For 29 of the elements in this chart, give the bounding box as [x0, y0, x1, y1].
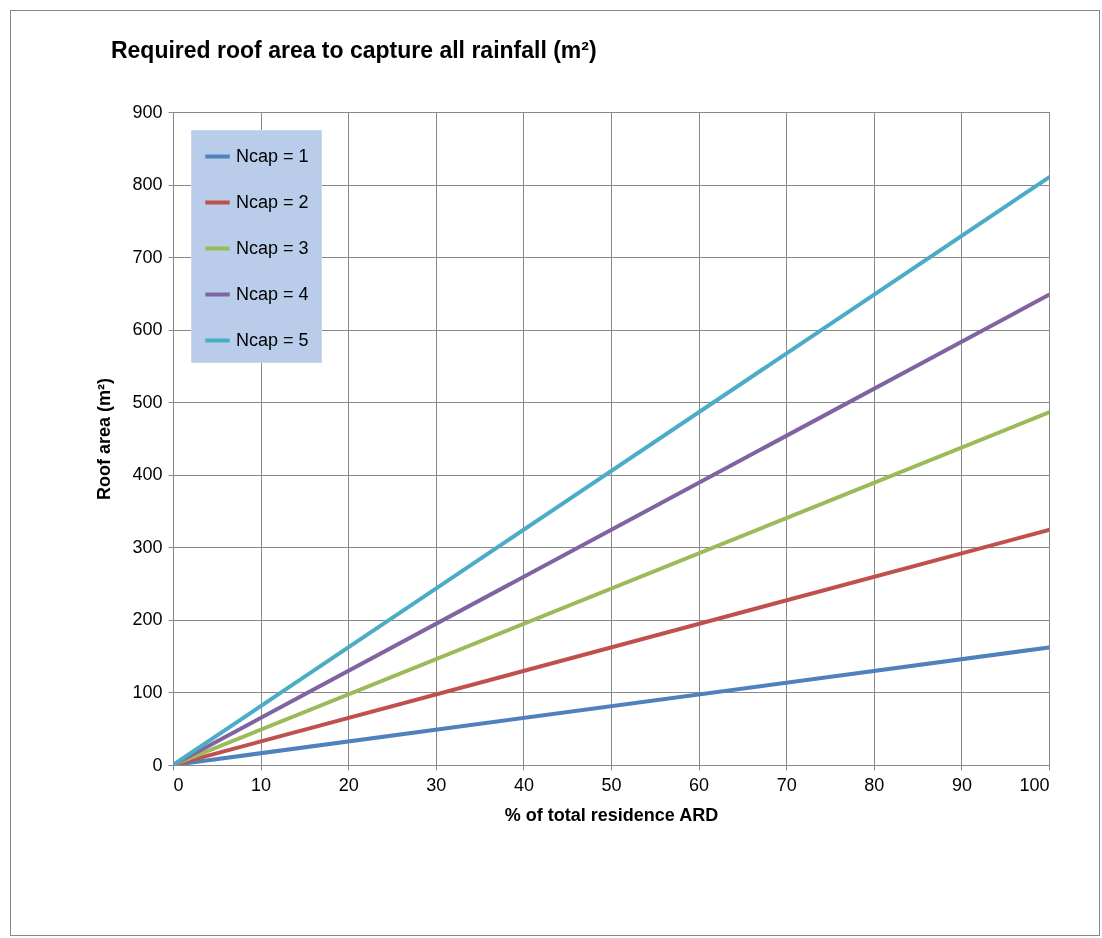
y-tick-label: 800: [132, 174, 163, 195]
x-tick-label: 40: [513, 774, 534, 795]
y-tick-label: 300: [132, 536, 163, 557]
x-tick-label: 60: [689, 774, 710, 795]
legend-label: Ncap = 2: [236, 191, 309, 212]
chart-title: Required roof area to capture all rainfall (m²): [110, 37, 597, 63]
y-tick-label: 200: [132, 609, 163, 630]
x-tick-label: 50: [601, 774, 622, 795]
y-tick-label: 900: [132, 101, 163, 122]
y-tick-label: 600: [132, 319, 163, 340]
x-tick-label: 90: [951, 774, 972, 795]
y-tick-label: 0: [152, 754, 163, 775]
x-tick-label: 30: [426, 774, 447, 795]
y-axis-title: Roof area (m²): [94, 377, 115, 501]
legend-label: Ncap = 4: [236, 283, 309, 304]
x-tick-label: 80: [864, 774, 885, 795]
y-tick-label: 500: [132, 391, 163, 412]
x-tick-label: 0: [173, 774, 184, 795]
y-tick-label: 100: [132, 681, 163, 702]
y-tick-label: 700: [132, 246, 163, 267]
x-tick-label: 20: [338, 774, 359, 795]
x-tick-label: 70: [776, 774, 797, 795]
legend-label: Ncap = 5: [236, 329, 309, 350]
y-tick-label: 400: [132, 464, 163, 485]
legend-label: Ncap = 1: [236, 145, 309, 166]
x-tick-label: 100: [1019, 774, 1050, 795]
x-axis-title: % of total residence ARD: [504, 804, 719, 825]
legend-label: Ncap = 3: [236, 237, 309, 258]
x-tick-label: 10: [251, 774, 272, 795]
